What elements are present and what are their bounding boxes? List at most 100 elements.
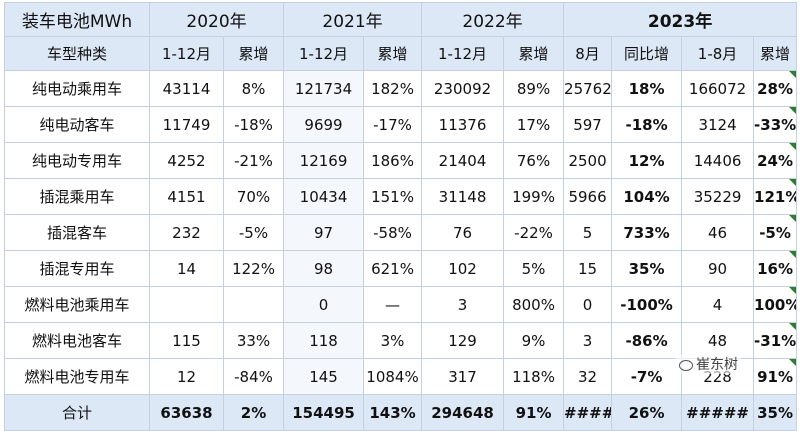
table-row: 燃料电池乘用车 0—3 800% 0 -100% 4 100% xyxy=(4,286,798,323)
col-2022-cum-growth: 累增 xyxy=(503,36,565,71)
table-cell-v2022: 21404 xyxy=(421,142,505,179)
battery-data-table: 装车电池MWh 2020年 2021年 2022年 2023年 车型种类 1-1… xyxy=(4,2,798,431)
row-label: 纯电动专用车 xyxy=(4,142,150,179)
total-label: 合计 xyxy=(4,394,150,431)
table-cell-yoy: -18% xyxy=(611,106,683,143)
table-cell-aug: 15 xyxy=(563,250,613,287)
table-cell-v2020: 12 xyxy=(149,358,224,395)
table-cell-ytd: 4 xyxy=(681,286,755,323)
total-cell-yoy: 26% xyxy=(611,394,683,431)
table-cell-aug: 32 xyxy=(563,358,613,395)
table-cell-yoy: 104% xyxy=(611,178,683,215)
table-cell-yoy: 18% xyxy=(611,70,683,107)
table-cell-gytd: -33% xyxy=(753,106,798,143)
table-cell-gytd: 24% xyxy=(753,142,798,179)
watermark: 崔东树 xyxy=(676,354,741,374)
table-cell-aug: 597 xyxy=(563,106,613,143)
table-cell-yoy: -100% xyxy=(611,286,683,323)
row-label: 燃料电池乘用车 xyxy=(4,286,150,323)
table-cell-g2022: 76% xyxy=(503,142,565,179)
table-cell-ytd: 90 xyxy=(681,250,755,287)
table-cell-aug: 5966 xyxy=(563,178,613,215)
table-cell-v2020: 4252 xyxy=(149,142,224,179)
table-cell-gytd: 28% xyxy=(753,70,798,107)
table-cell-gytd: 16% xyxy=(753,250,798,287)
table-cell-g2021: 621% xyxy=(363,250,423,287)
table-cell-v2022: 76 xyxy=(421,214,505,251)
col-2020-cum-growth: 累增 xyxy=(222,36,285,71)
table-cell-gytd: 121% xyxy=(753,178,798,215)
total-row: 合计 63638 2% 154495 143% 294648 91% #### 26% #####… xyxy=(4,394,798,431)
wechat-icon xyxy=(679,359,693,371)
table-cell-g2020: -21% xyxy=(222,142,285,179)
table-cell-g2022: 5% xyxy=(503,250,565,287)
table-cell-ytd: 3124 xyxy=(681,106,755,143)
table-row: 燃料电池客车 115 33% 118 3% 129 9% 3 -86% 48 -31% xyxy=(4,322,798,359)
table-cell-g2021: -17% xyxy=(363,106,423,143)
year-2020: 2020年 xyxy=(148,2,285,37)
table-cell-v2020: 232 xyxy=(149,214,224,251)
row-label: 纯电动客车 xyxy=(4,106,150,143)
col-2020-full-year: 1-12月 xyxy=(149,36,224,71)
table-cell-v2020: 43114 xyxy=(149,70,224,107)
table-cell-g2022: -22% xyxy=(503,214,565,251)
table-cell-v2021: 9699 xyxy=(283,106,365,143)
table-row: 纯电动乘用车 43114 8% 121734 182% 230092 89% 25762 18%… xyxy=(4,70,798,107)
table-cell-aug: 25762 xyxy=(563,70,613,107)
table-cell-g2022: 17% xyxy=(503,106,565,143)
table-cell-v2021: 145 xyxy=(283,358,365,395)
table-cell-aug: 0 xyxy=(563,286,613,323)
table-cell-v2020: 11749 xyxy=(149,106,224,143)
total-cell-g2021: 143% xyxy=(363,394,423,431)
table-cell-g2022: 89% xyxy=(503,70,565,107)
table-cell-g2020: -18% xyxy=(222,106,285,143)
table-row: 插混专用车 14 122% 98 621% 102 5% 15 35% 90 16% xyxy=(4,250,798,287)
year-2021: 2021年 xyxy=(283,2,423,37)
table-cell-g2020: 33% xyxy=(222,322,285,359)
table-cell-gytd: 100% xyxy=(753,286,798,323)
row-label: 燃料电池专用车 xyxy=(4,358,150,395)
corner-label: 装车电池MWh xyxy=(4,2,150,37)
column-header-row: 车型种类 1-12月 累增 1-12月 累增 1-12月 累增 8月 同比增 1… xyxy=(4,36,798,71)
table-cell-ytd: 166072 xyxy=(681,70,755,107)
table-cell-aug: 2500 xyxy=(563,142,613,179)
table-cell-g2021: 1084% xyxy=(363,358,423,395)
total-cell-v2020: 63638 xyxy=(149,394,224,431)
table-cell-aug: 3 xyxy=(563,322,613,359)
table-cell-g2022: 118% xyxy=(503,358,565,395)
year-2022: 2022年 xyxy=(421,2,565,37)
table-cell-v2021: 98 xyxy=(283,250,365,287)
year-2023: 2023年 xyxy=(563,2,798,37)
total-cell-v2021: 154495 xyxy=(283,394,365,431)
table-cell-yoy: -86% xyxy=(611,322,683,359)
table-cell-yoy: -7% xyxy=(611,358,683,395)
col-2023-cum-growth: 累增 xyxy=(753,36,798,71)
row-label: 插混客车 xyxy=(4,214,150,251)
table-cell-g2020: -84% xyxy=(222,358,285,395)
col-2023-jan-aug: 1-8月 xyxy=(681,36,755,71)
table-cell-yoy: 733% xyxy=(611,214,683,251)
table-cell-v2022: 11376 xyxy=(421,106,505,143)
row-header-label: 车型种类 xyxy=(4,36,150,71)
watermark-text: 崔东树 xyxy=(696,357,738,373)
table-cell-v2021: 10434 xyxy=(283,178,365,215)
table-cell-yoy: 35% xyxy=(611,250,683,287)
row-label: 插混专用车 xyxy=(4,250,150,287)
table-cell-v2020 xyxy=(149,286,224,323)
table-cell-g2022: 199% xyxy=(503,178,565,215)
table-cell-g2020: 122% xyxy=(222,250,285,287)
table-cell-aug: 5 xyxy=(563,214,613,251)
table-cell-v2020: 115 xyxy=(149,322,224,359)
table-cell-v2020: 4151 xyxy=(149,178,224,215)
table-cell-gytd: -31% xyxy=(753,322,798,359)
table-cell-g2021: 3% xyxy=(363,322,423,359)
table-cell-g2021: 151% xyxy=(363,178,423,215)
table-cell-g2022: 800% xyxy=(503,286,565,323)
table-cell-g2021: -58% xyxy=(363,214,423,251)
table-row: 纯电动客车 11749 -18% 9699 -17% 11376 17% 597 -18% 312… xyxy=(4,106,798,143)
table-cell-ytd: 48 xyxy=(681,322,755,359)
table-cell-v2020: 14 xyxy=(149,250,224,287)
row-label: 纯电动乘用车 xyxy=(4,70,150,107)
col-2021-full-year: 1-12月 xyxy=(283,36,365,71)
table-cell-g2020: -5% xyxy=(222,214,285,251)
